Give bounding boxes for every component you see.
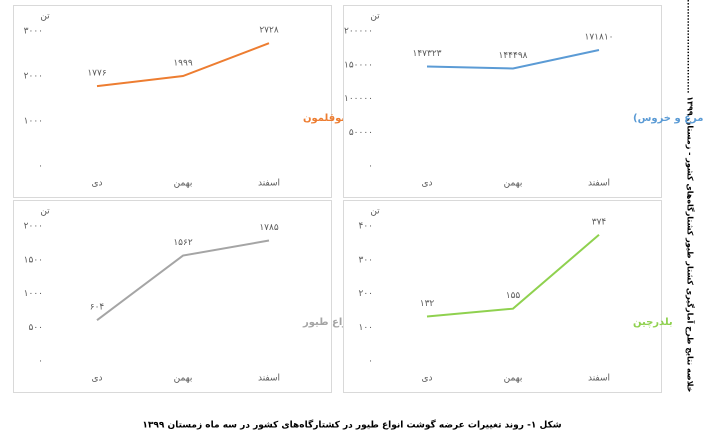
chart-panel: تن ۰ ۱۰۰ ۲۰۰ ۳۰۰ ۴۰۰ دی بهمن اسفند ۱۳۲ ۱۵۵ ۳۷۴ بلدرچ…: [343, 200, 673, 393]
value-label: ۱۴۷۳۲۳: [412, 49, 441, 59]
unit-label: تن: [370, 207, 380, 217]
value-label: ۱۳۲: [420, 299, 435, 309]
panel-frame: [343, 5, 662, 198]
chart-panel: تن ۰ ۱۰۰۰ ۲۰۰۰ ۳۰۰۰ دی بهمن اسفند ۱۷۷۶ ۱۹۹۹ ۲۷۲۸ بو…: [13, 5, 345, 198]
panel-frame: [13, 200, 332, 393]
value-label: ۱۹۹۹: [173, 59, 193, 69]
y-tick-label: ۲۰۰۰۰۰: [344, 27, 373, 37]
x-tick-label: بهمن: [504, 179, 523, 189]
x-tick-label: دی: [91, 179, 102, 189]
chart-panel: تن ۰ ۵۰۰۰۰ ۱۰۰۰۰۰ ۱۵۰۰۰۰ ۲۰۰۰۰۰ دی بهمن اسفند ۱۴۷…: [343, 5, 703, 198]
value-label: ۳۷۴: [592, 217, 607, 227]
value-label: ۱۵۵: [506, 291, 521, 301]
x-tick-label: بهمن: [174, 374, 193, 384]
x-tick-label: بهمن: [504, 374, 523, 384]
x-tick-label: اسفند: [588, 179, 610, 189]
x-tick-label: اسفند: [588, 374, 610, 384]
y-tick-label: ۱۰۰: [358, 323, 373, 333]
y-tick-label: ۳۰۰: [358, 255, 373, 265]
series-label: ماکیان (مرغ و خروس): [633, 113, 703, 124]
x-tick-label: دی: [91, 374, 102, 384]
x-tick-label: بهمن: [174, 179, 193, 189]
x-tick-label: اسفند: [258, 374, 280, 384]
y-tick-label: ۰: [368, 162, 373, 172]
x-tick-label: دی: [421, 374, 432, 384]
y-tick-label: ۱۰۰۰: [24, 117, 43, 127]
value-label: ۱۷۱۸۱۰: [584, 33, 613, 43]
data-line: [96, 239, 270, 322]
data-line: [426, 49, 600, 70]
value-label: ۶۰۴: [90, 303, 105, 313]
value-label: ۲۷۲۸: [259, 26, 279, 36]
y-tick-label: ۰: [368, 357, 373, 367]
y-tick-label: ۱۰۰۰۰۰: [344, 94, 373, 104]
value-label: ۱۷۸۵: [259, 223, 279, 233]
unit-label: تن: [40, 12, 50, 22]
panel-frame: [343, 200, 662, 393]
x-tick-label: دی: [421, 179, 432, 189]
data-line: [426, 234, 600, 318]
y-tick-label: ۳۰۰۰: [24, 27, 43, 37]
value-label: ۱۷۷۶: [87, 69, 107, 79]
y-tick-label: ۱۵۰۰۰۰: [344, 60, 373, 70]
unit-label: تن: [40, 207, 50, 217]
unit-label: تن: [370, 12, 380, 22]
panel-frame: [13, 5, 332, 198]
x-tick-label: اسفند: [258, 179, 280, 189]
y-tick-label: ۱۰۰۰: [24, 289, 43, 299]
side-header: خلاصه نتایج طرح آمارگیری کشتار طیور کشتا…: [686, 0, 696, 393]
y-tick-label: ۲۰۰۰: [24, 72, 43, 82]
y-tick-label: ۴۰۰: [358, 222, 373, 232]
y-tick-label: ۲۰۰۰: [24, 222, 43, 232]
data-line: [96, 42, 270, 88]
series-label: سایر انواع طیور: [302, 317, 383, 328]
y-tick-label: ۵۰۰: [28, 323, 43, 333]
value-label: ۱۴۴۴۹۸: [498, 51, 527, 61]
y-tick-label: ۱۵۰۰: [24, 255, 43, 265]
y-tick-label: ۵۰۰۰۰: [349, 128, 373, 138]
value-label: ۱۵۶۲: [173, 238, 193, 248]
series-label: بلدرچین: [633, 317, 673, 328]
y-tick-label: ۰: [38, 162, 43, 172]
series-label: بوقلمون: [303, 113, 345, 124]
caption: شکل ۱- روند تغییرات عرضه گوشت انواع طیور…: [142, 419, 561, 431]
y-tick-label: ۲۰۰: [358, 289, 373, 299]
y-tick-label: ۰: [38, 357, 43, 367]
